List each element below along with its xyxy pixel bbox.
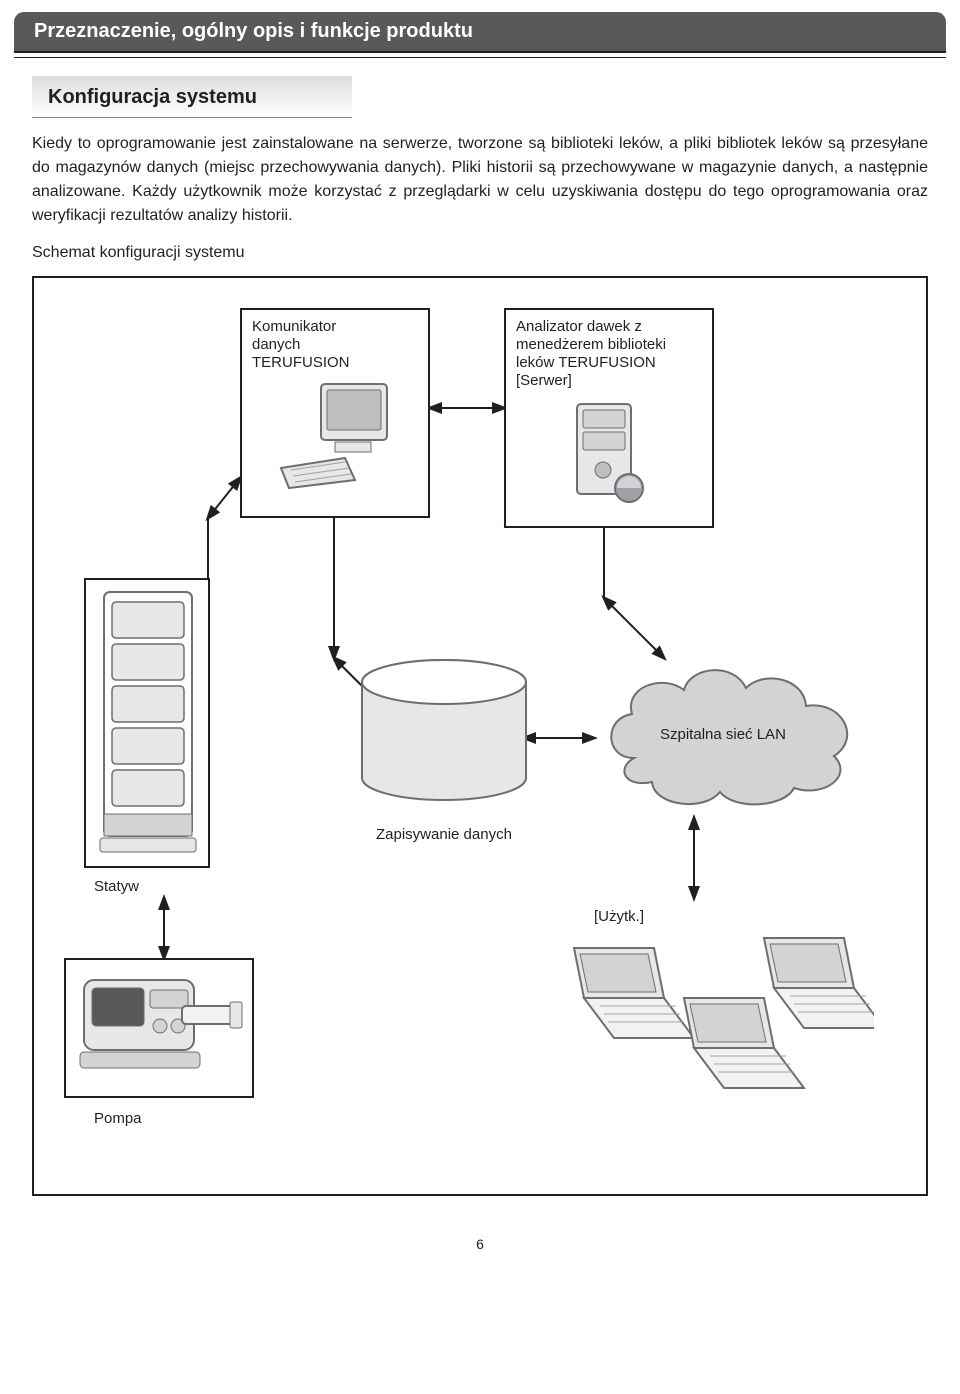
label-zapisywanie: Zapisywanie danych [376,826,512,843]
komunikator-line3: TERUFUSION [252,354,418,372]
laptops-icon [534,918,874,1108]
workstation-icon [275,380,395,490]
node-analizator: Analizator dawek z menedżerem biblioteki… [504,308,714,528]
analizator-line1: Analizator dawek z [516,318,702,336]
page-header: Przeznaczenie, ogólny opis i funkcje pro… [14,12,946,51]
section-body: Kiedy to oprogramowanie jest zainstalowa… [32,132,928,228]
section-title-box: Konfiguracja systemu [32,76,352,118]
page-number: 6 [0,1236,960,1272]
analizator-line2: menedżerem biblioteki [516,336,702,354]
datastore-icon [354,658,534,808]
node-pompa-box [64,958,254,1098]
analizator-line4: [Serwer] [516,372,702,390]
analizator-line3: leków TERUFUSION [516,354,702,372]
page-title: Przeznaczenie, ogólny opis i funkcje pro… [34,20,473,42]
system-diagram: Komunikator danych TERUFUSION Analizator… [32,276,928,1196]
komunikator-line1: Komunikator [252,318,418,336]
schema-caption: Schemat konfiguracji systemu [32,244,928,262]
node-komunikator: Komunikator danych TERUFUSION [240,308,430,518]
server-icon [559,396,659,506]
label-pompa: Pompa [94,1110,142,1127]
content-area: Konfiguracja systemu Kiedy to oprogramow… [0,76,960,1196]
label-lan: Szpitalna sieć LAN [660,726,786,743]
pump-icon [72,966,248,1092]
header-divider [14,51,946,58]
section-title: Konfiguracja systemu [48,86,336,109]
label-statyw: Statyw [94,878,139,895]
rack-icon [92,586,204,862]
komunikator-line2: danych [252,336,418,354]
node-statyw-box [84,578,210,868]
